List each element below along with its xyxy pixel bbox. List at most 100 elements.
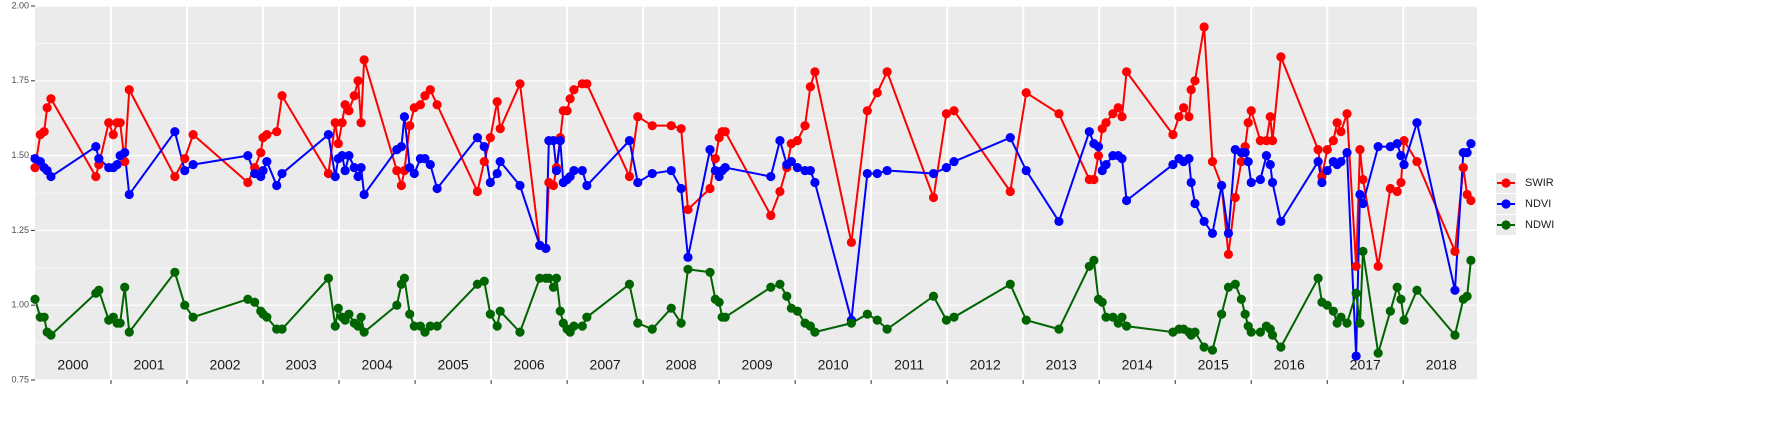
data-point <box>1240 309 1250 319</box>
data-point <box>479 156 489 167</box>
y-tick-label: 1.00 <box>11 300 29 310</box>
year-label: 2000 <box>57 357 88 373</box>
data-point <box>1093 151 1104 161</box>
data-point <box>1021 88 1031 98</box>
data-point <box>1466 255 1476 265</box>
data-point <box>1246 177 1256 188</box>
data-point <box>928 291 939 301</box>
data-point <box>1089 255 1099 265</box>
data-point <box>170 127 180 137</box>
data-point <box>792 306 803 316</box>
data-point <box>666 165 676 176</box>
data-point <box>188 130 198 140</box>
data-point <box>1005 279 1015 289</box>
data-point <box>1336 312 1346 322</box>
data-point <box>633 177 643 188</box>
data-point <box>766 171 776 182</box>
data-point <box>323 273 334 283</box>
data-point <box>1358 174 1368 185</box>
data-point <box>420 153 430 164</box>
data-point <box>1342 109 1352 119</box>
data-point <box>1322 165 1332 176</box>
data-point <box>872 168 882 179</box>
data-point <box>262 312 272 322</box>
data-point <box>180 165 190 176</box>
data-point <box>1054 109 1064 119</box>
data-point <box>330 171 340 182</box>
y-tick-label: 1.75 <box>11 75 29 85</box>
data-point <box>1276 216 1286 227</box>
data-point <box>766 210 776 221</box>
data-point <box>432 321 442 331</box>
data-point <box>392 300 402 310</box>
data-point <box>1276 52 1286 62</box>
data-point <box>1373 348 1383 358</box>
data-point <box>425 85 435 95</box>
data-point <box>766 282 776 292</box>
data-point <box>1317 177 1327 188</box>
data-point <box>272 180 282 191</box>
data-point <box>1392 282 1402 292</box>
data-point <box>515 79 525 89</box>
data-point <box>1355 189 1365 200</box>
data-point <box>188 312 198 322</box>
data-point <box>108 130 118 140</box>
data-point <box>551 165 562 176</box>
data-point <box>1267 177 1278 188</box>
data-point <box>405 121 415 131</box>
data-point <box>1385 306 1395 316</box>
data-point <box>124 189 134 200</box>
data-point <box>115 118 125 128</box>
data-point <box>1466 139 1476 149</box>
data-point <box>425 159 435 170</box>
y-tick-label: 2.00 <box>11 0 29 10</box>
data-point <box>1093 142 1104 152</box>
year-label: 2010 <box>818 357 849 373</box>
year-label: 2006 <box>514 357 545 373</box>
year-label: 2015 <box>1198 357 1229 373</box>
data-point <box>1101 159 1111 170</box>
data-point <box>1336 156 1346 167</box>
data-point <box>633 112 643 122</box>
data-point <box>1351 351 1361 361</box>
data-point <box>624 171 635 182</box>
data-point <box>515 327 525 337</box>
data-point <box>432 183 442 194</box>
data-point <box>805 82 815 92</box>
legend-label: NDVI <box>1525 198 1551 210</box>
legend-label: SWIR <box>1525 177 1554 189</box>
data-point <box>359 327 369 337</box>
data-point <box>492 321 502 331</box>
data-point <box>1117 153 1127 164</box>
data-point <box>495 156 505 167</box>
data-point <box>1255 327 1265 337</box>
data-point <box>582 180 592 191</box>
year-label: 2014 <box>1122 357 1153 373</box>
data-point <box>337 151 347 161</box>
data-point <box>1412 118 1422 128</box>
data-point <box>479 276 489 286</box>
data-point <box>1458 162 1468 173</box>
data-point <box>1199 342 1209 352</box>
data-point <box>495 124 505 134</box>
data-point <box>705 183 715 194</box>
data-point <box>810 67 820 77</box>
data-point <box>705 145 715 155</box>
data-point <box>349 91 359 101</box>
data-point <box>392 165 402 176</box>
data-point <box>862 106 872 116</box>
year-label: 2016 <box>1274 357 1305 373</box>
data-point <box>624 279 635 289</box>
data-point <box>810 327 820 337</box>
data-point <box>548 282 559 292</box>
data-point <box>1355 145 1365 155</box>
data-point <box>30 162 40 173</box>
data-point <box>720 312 730 322</box>
data-point <box>705 267 715 277</box>
data-point <box>1005 133 1015 143</box>
data-point <box>1243 156 1253 167</box>
data-point <box>1265 159 1275 170</box>
data-point <box>1021 165 1031 176</box>
data-point <box>472 133 483 143</box>
